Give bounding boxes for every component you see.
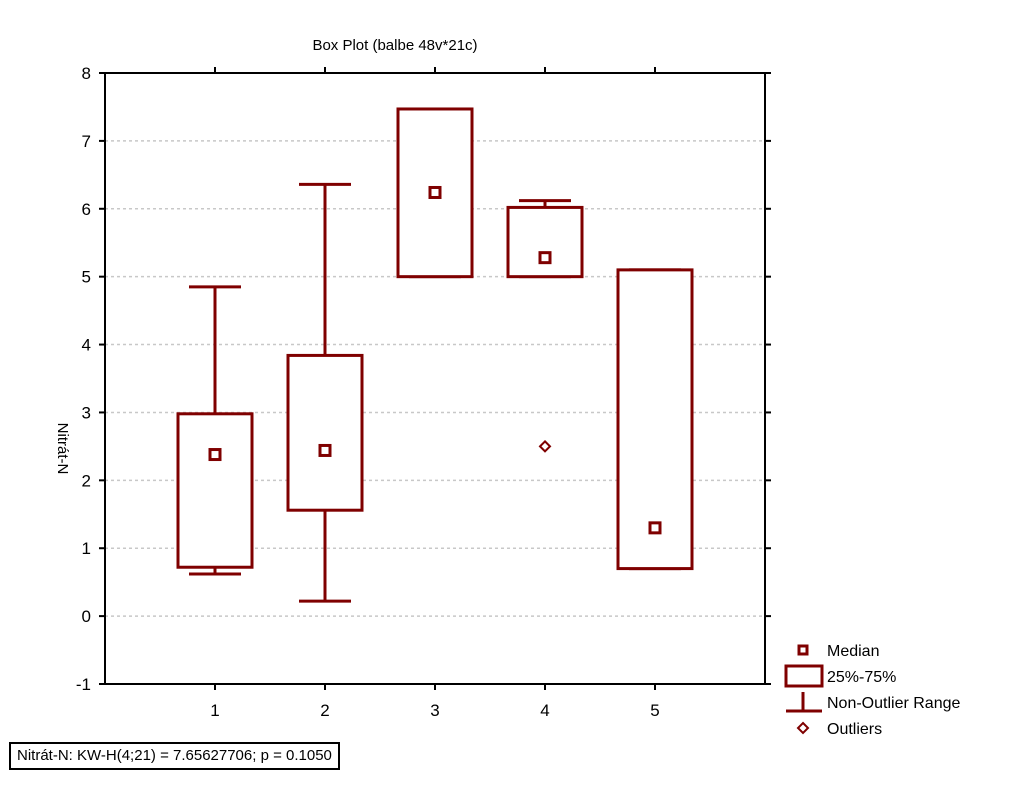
legend-label: Median [827, 643, 879, 660]
y-tick-label: 0 [82, 607, 91, 626]
iqr-box [616, 268, 694, 571]
x-tick-label: 5 [650, 701, 659, 720]
y-tick-label: 2 [82, 471, 91, 490]
median-marker [318, 443, 332, 457]
legend-label: Outliers [827, 721, 882, 738]
x-tick-label: 2 [320, 701, 329, 720]
legend-label: Non-Outlier Range [827, 695, 961, 712]
y-tick-label: 5 [82, 268, 91, 287]
y-tick-label: 3 [82, 403, 91, 422]
y-axis-label: Nitrát-N [54, 423, 71, 475]
legend-outlier-icon [796, 721, 810, 735]
y-tick-label: 1 [82, 539, 91, 558]
median-marker [208, 448, 222, 462]
median-marker [428, 185, 442, 199]
y-tick-label: 4 [82, 336, 91, 355]
x-tick-label: 1 [210, 701, 219, 720]
median-marker [538, 251, 552, 265]
iqr-box [176, 412, 254, 569]
x-tick-label: 3 [430, 701, 439, 720]
chart-title: Box Plot (balbe 48v*21c) [312, 37, 477, 54]
iqr-box [506, 205, 584, 279]
legend-box-icon [784, 664, 824, 688]
outlier-point [538, 439, 552, 453]
legend-label: 25%-75% [827, 669, 896, 686]
y-tick-label: 6 [82, 200, 91, 219]
y-tick-label: -1 [76, 675, 91, 694]
legend-median-icon [797, 644, 809, 656]
iqr-box [286, 353, 364, 512]
y-tick-label: 7 [82, 132, 91, 151]
median-marker [648, 521, 662, 535]
y-tick-label: 8 [82, 64, 91, 83]
x-tick-label: 4 [540, 701, 549, 720]
kruskal-wallis-stats-box: Nitrát-N: KW-H(4;21) = 7.65627706; p = 0… [9, 742, 340, 770]
